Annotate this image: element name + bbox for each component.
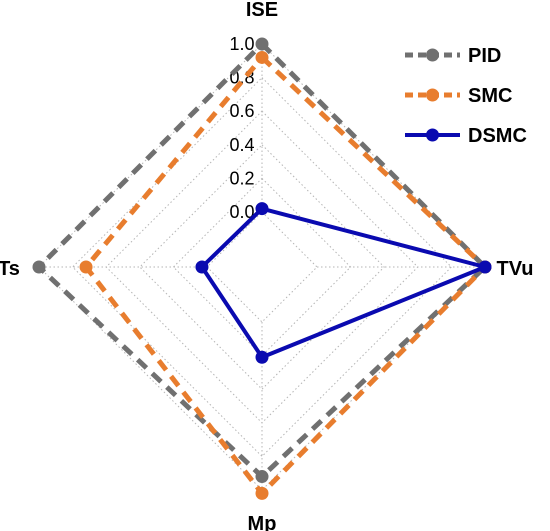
data-point-smc-ts <box>79 260 93 274</box>
tick-label: 1.0 <box>229 34 254 54</box>
legend-item-pid: PID <box>405 45 501 67</box>
legend: PID SMC DSMC <box>405 45 527 147</box>
legend-label-smc: SMC <box>468 85 512 107</box>
legend-item-smc: SMC <box>405 85 512 107</box>
data-point-dsmc-mp <box>255 350 269 364</box>
legend-label-pid: PID <box>468 45 501 67</box>
tick-labels: 0.00.20.40.60.81.0 <box>229 34 254 222</box>
axis-label-mp: Mp <box>248 513 277 531</box>
series-line-pid <box>36 41 488 480</box>
data-point-dsmc-ise <box>255 202 269 216</box>
data-point-smc-mp <box>255 486 269 500</box>
series-layer <box>32 37 492 500</box>
axis-label-tvu: TVu <box>496 258 533 280</box>
legend-marker-pid <box>426 48 439 62</box>
tick-label: 0.0 <box>229 202 254 222</box>
series-dsmc <box>195 202 492 364</box>
legend-item-dsmc: DSMC <box>405 125 527 147</box>
data-point-dsmc-ts <box>195 260 209 274</box>
axis-label-ise: ISE <box>246 0 278 21</box>
grid-ring-0 <box>206 211 318 323</box>
grid-layer <box>38 43 486 491</box>
tick-label: 0.2 <box>229 168 254 188</box>
data-point-smc-ise <box>255 50 269 64</box>
data-point-pid-mp <box>255 470 269 484</box>
data-point-pid-ts <box>32 260 46 274</box>
data-point-pid-ise <box>255 37 269 51</box>
legend-label-dsmc: DSMC <box>468 125 527 147</box>
axis-label-ts: Ts <box>0 258 20 280</box>
legend-marker-smc <box>426 88 439 102</box>
grid-ring-2 <box>139 144 385 390</box>
series-line-dsmc <box>199 206 487 360</box>
series-line-smc <box>83 54 488 496</box>
series-pid <box>32 37 492 484</box>
legend-marker-dsmc <box>426 128 439 142</box>
axis-labels: ISE TVu Mp Ts <box>0 0 534 531</box>
series-smc <box>79 50 492 500</box>
tick-label: 0.4 <box>229 135 254 155</box>
data-point-dsmc-tvu <box>478 260 492 274</box>
grid-ring-4 <box>71 76 453 458</box>
tick-label: 0.6 <box>229 101 254 121</box>
